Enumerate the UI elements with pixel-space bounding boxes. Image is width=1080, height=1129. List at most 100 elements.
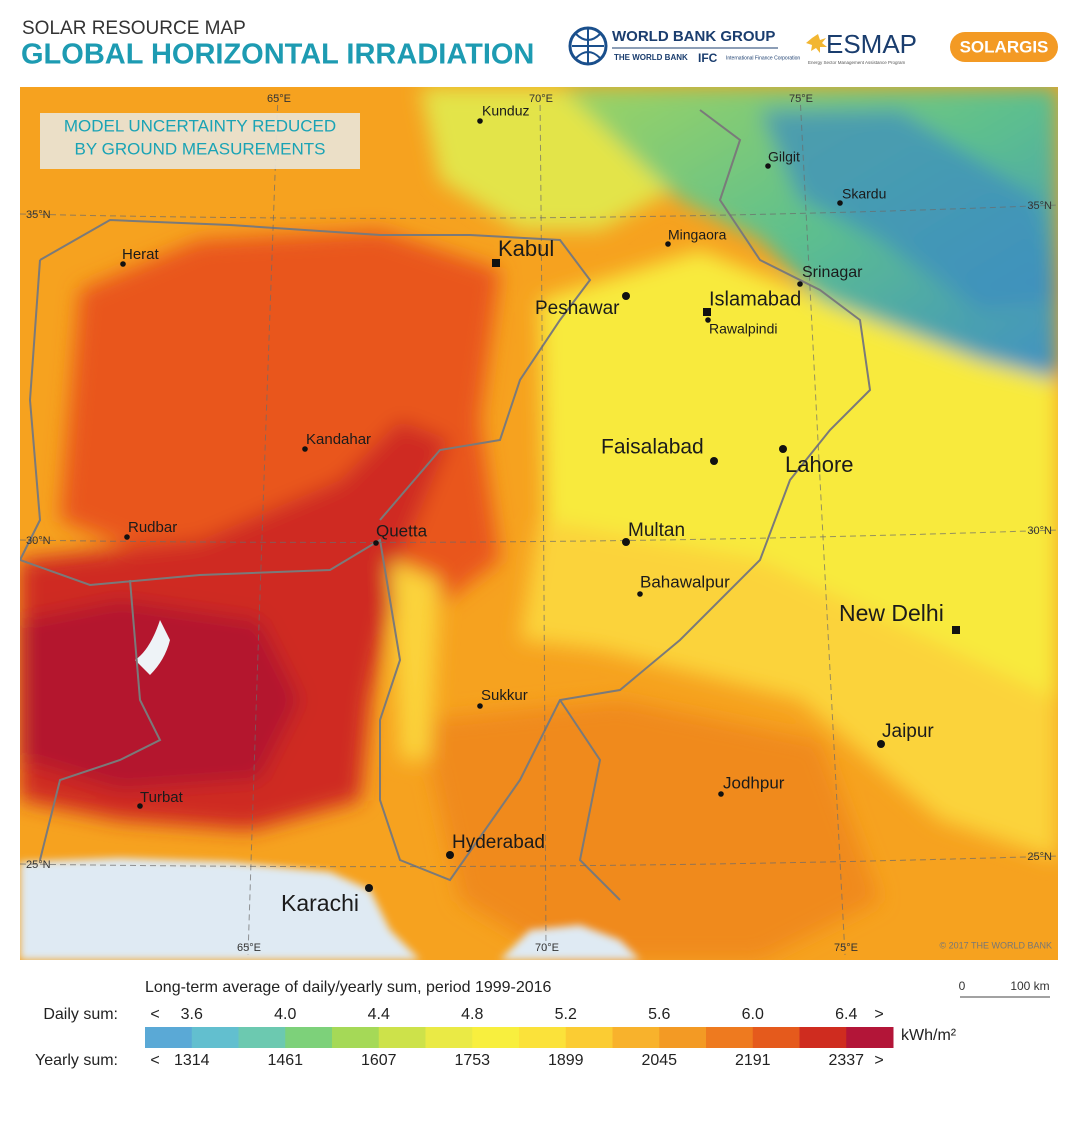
- city-marker: [622, 292, 630, 300]
- city-label: Quetta: [376, 521, 428, 540]
- legend-daily-label: 6.0: [742, 1006, 764, 1023]
- legend-swatch: [612, 1027, 660, 1048]
- legend-daily-label: 4.4: [368, 1006, 390, 1023]
- latitude-label: 25°N: [1027, 851, 1052, 863]
- legend-swatch: [519, 1027, 567, 1048]
- legend-swatch: [799, 1027, 847, 1048]
- city-label: Srinagar: [802, 264, 863, 281]
- city-marker: [124, 534, 130, 540]
- legend-more: >: [874, 1052, 883, 1069]
- logo-text: SOLARGIS: [960, 37, 1049, 56]
- city-label: Peshawar: [535, 298, 620, 319]
- legend-swatch: [659, 1027, 707, 1048]
- city-marker: [952, 626, 960, 634]
- city-label: Lahore: [785, 452, 854, 477]
- legend-caption: Long-term average of daily/yearly sum, p…: [145, 979, 552, 996]
- border-line: [39, 218, 592, 521]
- legend-yearly-label: 2191: [735, 1052, 771, 1069]
- city-marker: [120, 261, 126, 267]
- zone-yellow: [540, 250, 1058, 700]
- city-label: Islamabad: [709, 288, 801, 310]
- logo-text: Energy Sector Management Assistance Prog…: [808, 60, 906, 65]
- city-marker: [779, 445, 787, 453]
- city-label: Faisalabad: [601, 436, 704, 459]
- cities: Kunduz Gilgit Skardu Herat Kabul Mingaora Srin…: [120, 103, 960, 916]
- legend-less: <: [150, 1006, 159, 1023]
- legend-swatch: [191, 1027, 239, 1048]
- city-marker: [703, 308, 711, 316]
- city-label: Rawalpindi: [709, 321, 777, 337]
- latitude-label: 25°N: [26, 859, 51, 871]
- border-line: [20, 259, 162, 861]
- border-line: [559, 699, 621, 901]
- city-label: New Delhi: [839, 600, 944, 626]
- city-marker: [710, 457, 718, 465]
- logo-world-bank: WORLD BANK GROUP THE WORLD BANK IFC Inte…: [568, 26, 800, 66]
- latitude-label: 35°N: [1027, 200, 1052, 212]
- city-marker: [477, 118, 483, 124]
- city-marker: [373, 540, 379, 546]
- city-marker: [705, 317, 711, 323]
- city-marker: [492, 259, 500, 267]
- logo-text: IFC: [698, 51, 718, 65]
- city-label: Bahawalpur: [640, 572, 730, 591]
- city-marker: [765, 163, 771, 169]
- map: MODEL UNCERTAINTY REDUCED BY GROUND MEAS…: [20, 87, 1058, 960]
- city-marker: [477, 703, 483, 709]
- city-marker: [797, 281, 803, 287]
- legend-daily-label: 5.6: [648, 1006, 670, 1023]
- city-label: Skardu: [842, 186, 886, 202]
- city-marker: [837, 200, 843, 206]
- city-marker: [446, 851, 454, 859]
- legend-swatch: [285, 1027, 333, 1048]
- logo-text: International Finance Corporation: [726, 55, 800, 61]
- globe-lines: [572, 28, 604, 64]
- notice-box: [40, 113, 360, 169]
- legend-daily-label: 6.4: [835, 1006, 857, 1023]
- city-label: Karachi: [281, 890, 359, 916]
- legend-swatch: [706, 1027, 754, 1048]
- city-label: Herat: [122, 246, 160, 263]
- legend-yearly-label: 1753: [454, 1052, 490, 1069]
- legend-yearly-label: 2337: [828, 1052, 864, 1069]
- city-marker: [622, 538, 630, 546]
- lake: [135, 620, 170, 675]
- city-label: Kandahar: [306, 431, 371, 448]
- legend-daily-label: 4.0: [274, 1006, 296, 1023]
- longitude-label: 65°E: [267, 93, 291, 105]
- legend-daily-label: 4.8: [461, 1006, 483, 1023]
- longitude-label: 70°E: [535, 942, 559, 954]
- logo-text: ESMAP: [826, 29, 917, 59]
- zone-crimson: [20, 600, 300, 790]
- legend-daily-label: 5.2: [555, 1006, 577, 1023]
- city-marker: [302, 446, 308, 452]
- scale-label: 100 km: [1010, 979, 1049, 993]
- legend-daily-label: 3.6: [181, 1006, 203, 1023]
- legend-row-label: Daily sum:: [43, 1006, 118, 1023]
- legend-row-label: Yearly sum:: [35, 1052, 118, 1069]
- city-label: Kunduz: [482, 103, 529, 119]
- longitude-label: 75°E: [834, 942, 858, 954]
- legend-swatch: [332, 1027, 380, 1048]
- legend-swatch: [472, 1027, 520, 1048]
- city-marker: [137, 803, 143, 809]
- legend-swatch: [378, 1027, 426, 1048]
- city-label: Mingaora: [668, 227, 727, 243]
- title: GLOBAL HORIZONTAL IRRADIATION: [21, 39, 534, 71]
- latitude-label: 30°N: [1027, 525, 1052, 537]
- sea-arabian: [20, 858, 420, 960]
- logo-text: WORLD BANK GROUP: [612, 28, 775, 45]
- zone-indus-valley: [390, 560, 440, 760]
- legend-swatch: [752, 1027, 800, 1048]
- notice-text: BY GROUND MEASUREMENTS: [75, 139, 326, 158]
- legend-swatch: [238, 1027, 286, 1048]
- legend-yearly-label: 1461: [267, 1052, 303, 1069]
- legend-yearly-label: 1314: [174, 1052, 210, 1069]
- legend-swatch: [425, 1027, 473, 1048]
- irradiation-field: [20, 87, 1058, 960]
- sea: [20, 858, 640, 960]
- scale-label: 0: [959, 979, 966, 993]
